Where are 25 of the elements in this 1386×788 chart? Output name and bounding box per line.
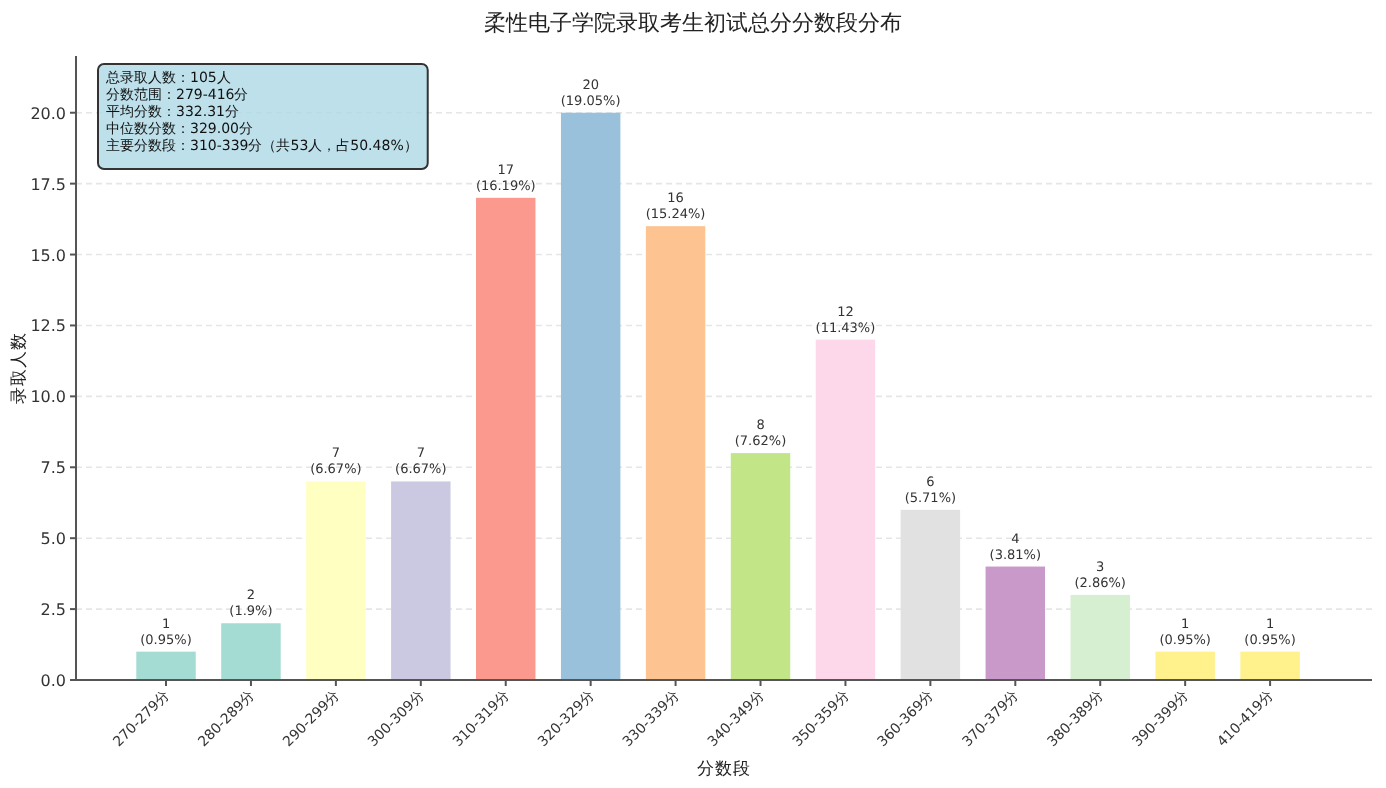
bar (1070, 594, 1130, 680)
bar (476, 197, 536, 680)
y-axis-title: 录取人数 (8, 332, 30, 404)
bar (730, 453, 791, 680)
bar (136, 651, 196, 680)
bar (221, 623, 281, 680)
bar (306, 481, 366, 680)
y-tick-label: 10.0 (30, 388, 66, 407)
bar (1155, 651, 1215, 680)
y-tick-label: 0.0 (40, 672, 66, 690)
y-tick-label: 7.5 (40, 459, 66, 478)
y-tick-label: 20.0 (30, 104, 66, 123)
y-tick-label: 12.5 (30, 317, 66, 336)
bar (1240, 651, 1300, 680)
bar (815, 339, 876, 680)
y-tick-label: 5.0 (40, 530, 66, 549)
bar (645, 226, 706, 680)
y-tick-label: 17.5 (30, 175, 66, 194)
y-tick-label: 15.0 (30, 246, 66, 265)
x-axis-title: 分数段 (697, 758, 751, 780)
bar (985, 566, 1046, 680)
chart-title: 柔性电子学院录取考生初试总分分数段分布 (484, 10, 902, 36)
y-tick-label: 2.5 (40, 601, 66, 620)
bar (391, 481, 451, 680)
bar (560, 112, 621, 680)
